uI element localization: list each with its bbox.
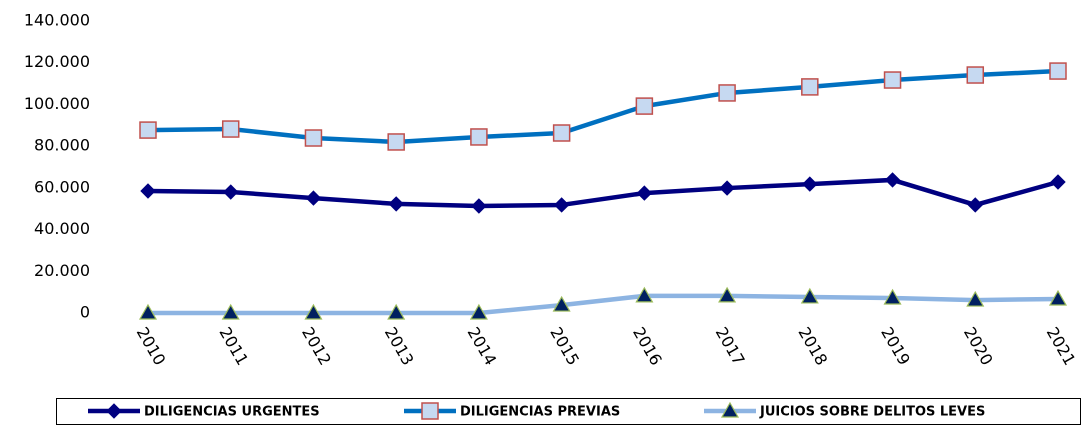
marker (720, 401, 740, 418)
y-tick-label: 40.000 (34, 219, 90, 238)
marker (387, 303, 406, 320)
y-tick-label: 0 (80, 303, 90, 322)
marker (552, 124, 571, 142)
marker (139, 121, 157, 139)
y-tick-label: 80.000 (34, 136, 90, 155)
x-tick-label: 2012 (298, 324, 335, 369)
marker (471, 198, 487, 214)
y-tick-label: 100.000 (24, 94, 90, 113)
marker (304, 129, 323, 147)
x-tick-label: 2019 (877, 324, 914, 369)
marker (138, 303, 158, 320)
x-tick-label: 2014 (464, 324, 501, 369)
series-line (148, 293, 1059, 316)
marker (967, 197, 983, 213)
x-tick-label: 2020 (960, 324, 997, 369)
marker (140, 183, 156, 199)
x-tick-label: 2017 (712, 324, 749, 369)
y-tick-label: 20.000 (34, 261, 90, 280)
x-tick-label: 2018 (794, 324, 831, 369)
x-tick-label: 2010 (133, 324, 170, 369)
marker (883, 71, 902, 89)
marker (718, 84, 736, 102)
marker (470, 128, 488, 146)
y-tick-label: 140.000 (24, 11, 90, 30)
marker (636, 185, 653, 201)
y-tick-label: 120.000 (24, 52, 90, 71)
marker (305, 190, 322, 206)
marker (802, 176, 818, 192)
marker (387, 133, 405, 151)
x-tick-label: 2021 (1043, 324, 1080, 369)
marker (221, 303, 240, 320)
marker (1049, 62, 1067, 80)
marker (800, 287, 819, 304)
marker (106, 403, 122, 419)
marker (966, 290, 985, 307)
legend-box (56, 398, 1081, 425)
marker (884, 172, 901, 188)
marker (552, 295, 571, 312)
marker (553, 197, 570, 213)
marker (1050, 174, 1066, 190)
marker (883, 288, 902, 305)
marker (801, 78, 819, 96)
marker (469, 303, 488, 320)
marker (388, 196, 404, 212)
legend: DILIGENCIAS URGENTES DILIGENCIAS PREVIAS J… (56, 398, 1081, 425)
marker (223, 184, 239, 200)
marker (719, 180, 735, 196)
marker (635, 97, 654, 115)
x-tick-label: 2016 (629, 324, 666, 369)
marker (966, 66, 985, 84)
marker (421, 402, 439, 420)
x-tick-label: 2013 (381, 324, 418, 369)
legend-label: JUICIOS SOBRE DELITOS LEVES (759, 405, 985, 420)
y-tick-label: 60.000 (34, 177, 90, 196)
x-tick-label: 2011 (215, 324, 252, 369)
legend-label: DILIGENCIAS URGENTES (144, 405, 320, 420)
series-line (147, 68, 1059, 145)
legend-label: DILIGENCIAS PREVIAS (460, 405, 620, 420)
marker (304, 303, 323, 320)
series-line (147, 177, 1059, 209)
marker (1048, 289, 1068, 306)
x-tick-label: 2015 (546, 324, 583, 369)
marker (718, 286, 737, 303)
marker (635, 286, 654, 303)
marker (221, 120, 240, 138)
